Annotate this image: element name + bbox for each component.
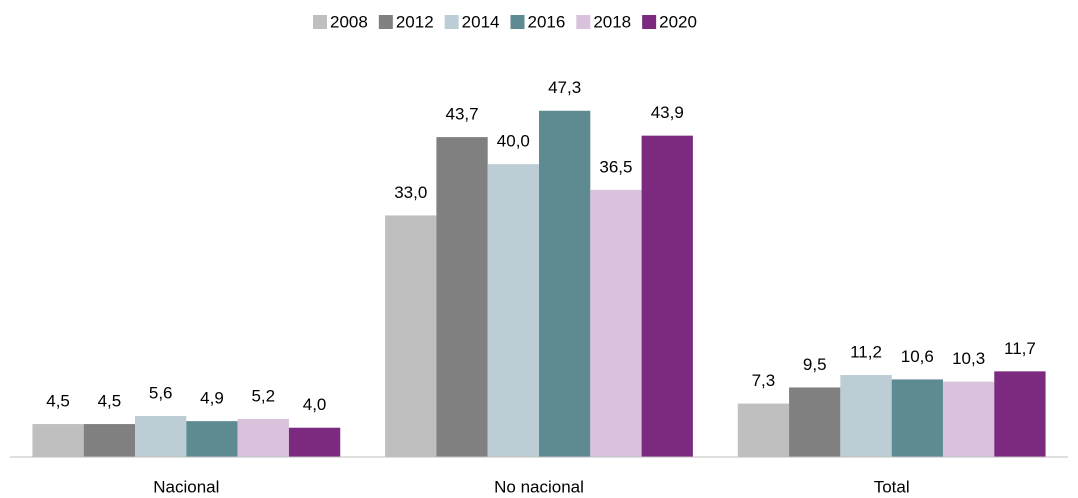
legend-swatch — [378, 15, 393, 29]
bar — [288, 427, 341, 457]
data-label: 7,3 — [752, 371, 776, 390]
bar — [641, 135, 693, 458]
legend-label: 2020 — [659, 12, 697, 31]
data-label: 4,5 — [98, 392, 122, 411]
data-label: 11,2 — [850, 343, 882, 362]
data-label: 11,7 — [1004, 339, 1036, 358]
data-label: 4,9 — [200, 389, 224, 408]
legend-label: 2018 — [593, 12, 631, 31]
data-label: 33,0 — [394, 183, 427, 202]
data-label: 4,0 — [303, 395, 327, 414]
bar — [891, 379, 943, 457]
bar — [539, 110, 591, 457]
bar — [590, 189, 642, 457]
bar — [135, 416, 187, 457]
bar — [237, 418, 289, 457]
legend-label: 2008 — [330, 12, 368, 31]
data-label: 9,5 — [803, 355, 827, 374]
bar — [385, 215, 437, 457]
legend-swatch — [642, 15, 657, 29]
data-label: 47,3 — [548, 78, 581, 97]
bar — [994, 371, 1046, 457]
bar — [83, 424, 136, 457]
bar — [840, 375, 892, 457]
bar — [186, 421, 238, 457]
legend-swatch — [444, 15, 459, 29]
bar — [487, 164, 539, 457]
data-label: 10,6 — [901, 347, 934, 366]
data-label: 43,9 — [651, 103, 684, 122]
data-label: 5,6 — [149, 383, 173, 402]
legend-label: 2012 — [396, 12, 434, 31]
x-tick-label: Total — [874, 477, 910, 496]
legend-swatch — [510, 15, 525, 29]
x-tick-label: Nacional — [153, 477, 219, 496]
legend-swatch — [576, 15, 591, 29]
bar — [32, 424, 84, 457]
bar — [942, 381, 995, 457]
legend-label: 2016 — [527, 12, 565, 31]
data-label: 5,2 — [251, 386, 275, 405]
data-label: 4,5 — [46, 392, 70, 411]
legend-swatch — [313, 15, 327, 29]
data-label: 36,5 — [599, 157, 632, 176]
x-tick-label: No nacional — [494, 477, 584, 496]
data-label: 43,7 — [446, 105, 479, 124]
bar — [436, 137, 488, 457]
data-label: 10,3 — [952, 349, 985, 368]
legend-label: 2014 — [462, 12, 500, 31]
bar — [737, 403, 790, 457]
data-label: 40,0 — [497, 132, 530, 151]
bar — [789, 387, 841, 457]
